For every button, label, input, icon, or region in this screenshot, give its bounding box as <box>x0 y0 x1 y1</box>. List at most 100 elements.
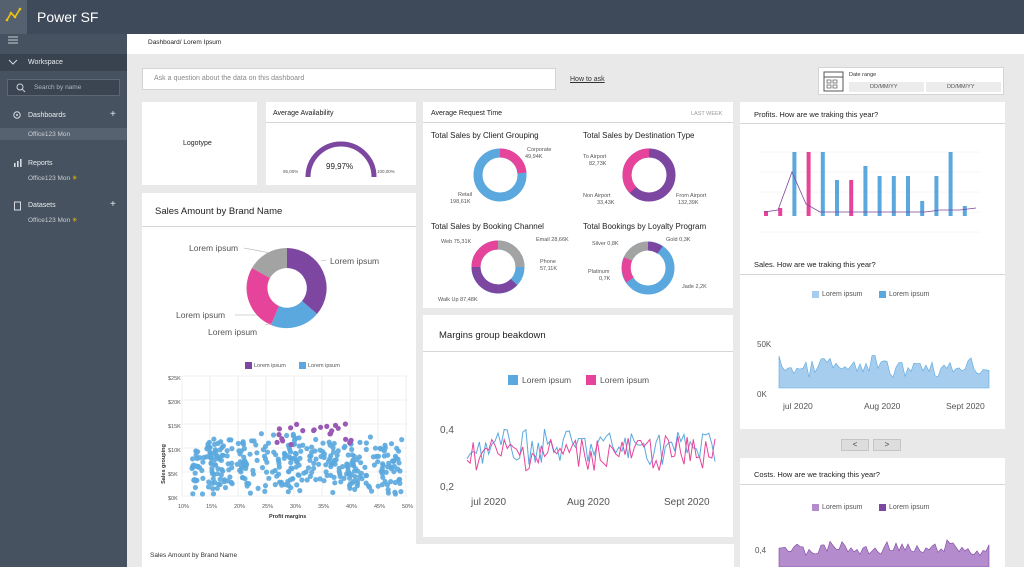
scatter-point <box>338 479 344 485</box>
channel-c-value: 57,11K <box>540 266 558 272</box>
scatter-point <box>347 485 353 491</box>
client-donut <box>473 148 527 202</box>
scatter-point <box>379 471 385 477</box>
channel-b-label: Email 28,66K <box>536 237 569 243</box>
x-tick: Sept 2020 <box>664 497 710 508</box>
channel-donut-title: Total Sales by Booking Channel <box>431 222 544 231</box>
scatter-point <box>297 488 303 494</box>
scatter-point <box>287 446 293 453</box>
y-tick: $20K <box>168 400 181 406</box>
client-a-label: Corporate <box>527 147 552 153</box>
profit-bar <box>764 211 768 216</box>
profit-bar <box>849 180 854 216</box>
add-dashboard-icon[interactable]: + <box>110 109 116 120</box>
profit-bar <box>891 176 896 216</box>
sidebar: Workspace Search by name Dashboards + Of… <box>0 34 127 567</box>
logotype-card: Logotype <box>142 102 257 185</box>
profit-bar <box>792 152 797 216</box>
sidebar-subitem-report[interactable]: Office123 Mon <box>28 175 71 182</box>
scatter-point <box>253 442 259 448</box>
sales-year-card: Sales. How are we traking this year? Lor… <box>740 249 1005 429</box>
scatter-point <box>212 447 218 453</box>
profit-trend-line <box>763 170 977 213</box>
scatter-point <box>369 488 375 494</box>
scatter-point <box>362 464 368 470</box>
legend-swatch <box>879 504 886 511</box>
profit-bar <box>820 152 825 216</box>
scatter-point <box>321 478 327 484</box>
scatter-point <box>313 477 319 483</box>
y-tick: $25K <box>168 376 181 382</box>
availability-title: Average Availability <box>273 110 334 117</box>
app-logo[interactable] <box>0 0 27 34</box>
profit-bar <box>877 176 882 216</box>
x-tick: jul 2020 <box>783 401 813 411</box>
scatter-point <box>281 455 287 461</box>
date-range-picker[interactable]: Date range DD/MM/YY DD/MM/YY <box>818 67 1004 95</box>
ask-question-input[interactable]: Ask a question about the data on this da… <box>142 68 556 90</box>
last-week-tag[interactable]: LAST WEEK <box>691 111 723 117</box>
scatter-point <box>251 438 257 444</box>
scatter-point <box>262 456 269 462</box>
destination-donut <box>622 148 676 202</box>
scatter-point <box>262 483 269 489</box>
scatter-point <box>388 441 395 447</box>
sidebar-subitem-dataset[interactable]: Office123 Mon <box>28 217 71 224</box>
scatter-point <box>311 465 317 471</box>
destination-c-value: 132,39K <box>678 200 699 206</box>
client-a-value: 49,94K <box>525 154 543 160</box>
loyalty-donut <box>621 241 675 295</box>
donut-label: Lorem ipsum <box>176 310 226 320</box>
scatter-point <box>363 472 369 479</box>
scatter-point <box>331 440 337 447</box>
scatter-point <box>328 461 334 468</box>
x-tick: 15% <box>206 504 218 510</box>
x-tick: 45% <box>374 504 386 510</box>
pager-prev-button[interactable]: < <box>841 439 869 451</box>
channel-c-label: Phone <box>540 259 556 265</box>
scatter-point <box>259 465 266 471</box>
sales-brand-card: Sales Amount by Brand Name Lorem ipsum L… <box>142 193 416 567</box>
scatter-legend-label: Lorem ipsum <box>254 363 286 369</box>
scatter-point <box>200 459 206 465</box>
scatter-point <box>385 487 391 493</box>
scatter-point <box>298 448 304 454</box>
scatter-point <box>311 460 317 466</box>
sidebar-active-item[interactable]: Office123 Mon <box>0 128 127 140</box>
add-dataset-icon[interactable]: + <box>110 199 116 210</box>
scatter-point <box>228 437 234 443</box>
hamburger-menu-icon[interactable] <box>0 34 127 46</box>
how-to-ask-link[interactable]: How to ask <box>570 76 605 83</box>
profit-bar <box>863 166 868 216</box>
sidebar-item-reports[interactable]: Reports <box>28 160 53 167</box>
sales-brand-title: Sales Amount by Brand Name <box>155 206 283 217</box>
scatter-point <box>334 452 340 458</box>
scatter-point <box>274 439 280 445</box>
x-tick: Aug 2020 <box>567 497 610 508</box>
sidebar-search-input[interactable]: Search by name <box>7 79 120 96</box>
scatter-point <box>326 439 332 445</box>
scatter-point <box>205 484 212 490</box>
breadcrumb[interactable]: Dashboard/ Lorem Ipsum <box>148 39 222 46</box>
divider <box>740 484 1005 485</box>
x-tick: Sept 2020 <box>946 401 985 411</box>
scatter-point <box>363 440 369 446</box>
workspace-header[interactable]: Workspace <box>0 54 127 71</box>
sidebar-item-datasets[interactable]: Datasets <box>28 202 56 209</box>
scatter-point <box>290 456 296 462</box>
scatter-point <box>229 465 235 471</box>
date-to-field[interactable]: DD/MM/YY <box>926 82 1001 92</box>
pager-next-button[interactable]: > <box>873 439 901 451</box>
sidebar-item-dashboards[interactable]: Dashboards <box>28 112 66 119</box>
profit-bar <box>835 180 839 216</box>
scatter-point <box>375 459 381 465</box>
scatter-point <box>343 436 349 442</box>
scatter-point <box>221 479 227 485</box>
reports-bar-icon <box>14 159 22 167</box>
date-range-label: Date range <box>849 72 877 78</box>
date-from-field[interactable]: DD/MM/YY <box>849 82 924 92</box>
scatter-point <box>229 481 235 487</box>
divider <box>740 274 1005 275</box>
loyalty-a-label: Silver 0,8K <box>592 241 619 247</box>
scatter-point <box>392 479 398 486</box>
